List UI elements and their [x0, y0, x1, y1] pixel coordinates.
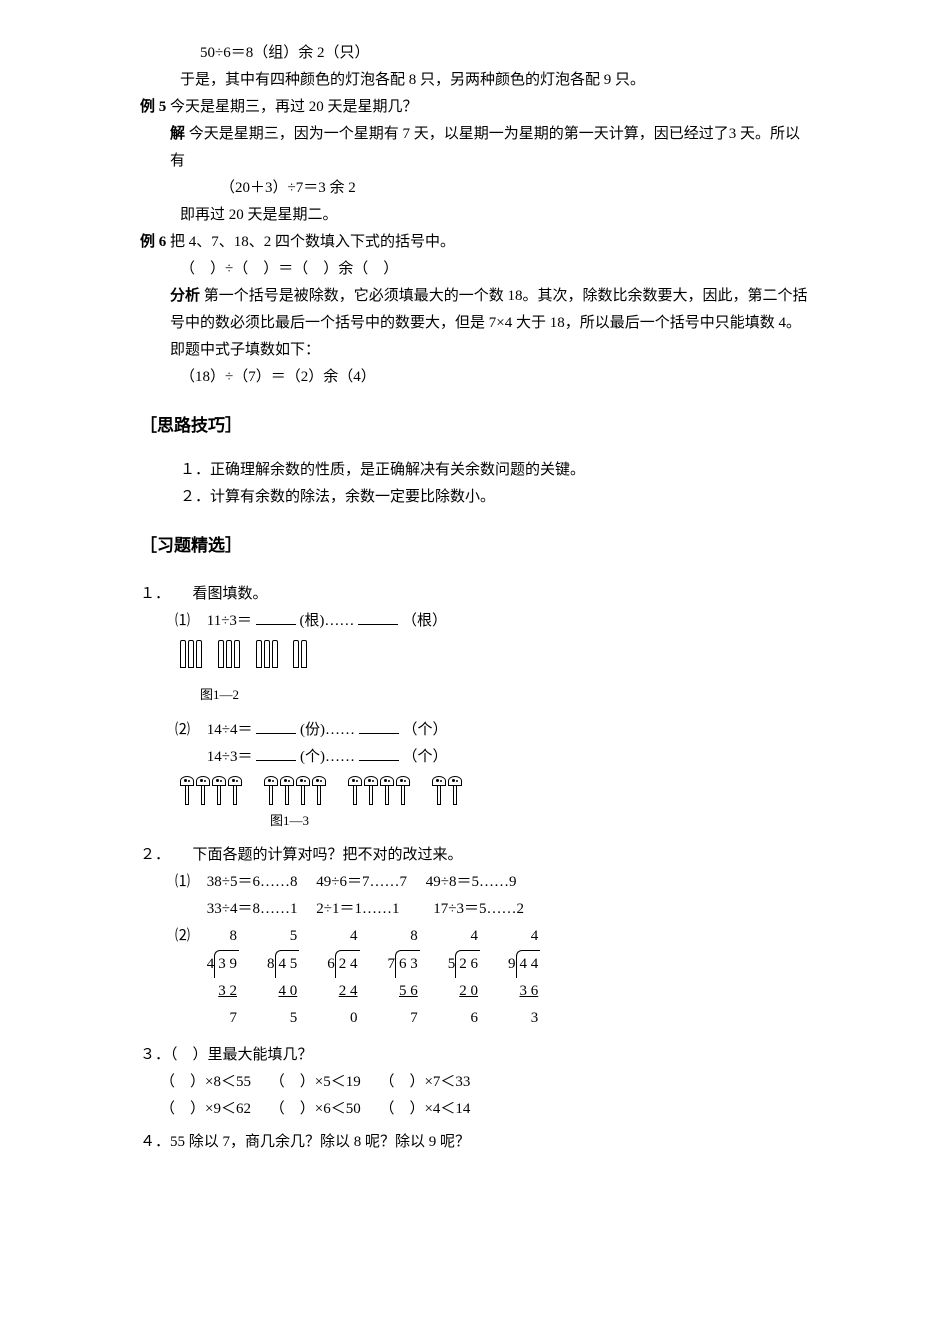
- q2-p2-label: ⑵: [175, 923, 203, 950]
- long-division-5: 494 43 63: [508, 923, 540, 1032]
- mushroom-icon: [348, 776, 362, 804]
- q1-p2-blank3[interactable]: [256, 747, 296, 761]
- q2-title: ２． 下面各题的计算对吗？把不对的改过来。: [140, 842, 810, 869]
- ex5-sol-label: 解: [170, 126, 185, 142]
- q1-p1-unit1: (根)……: [299, 613, 354, 629]
- sticks-figure: [180, 640, 810, 678]
- ex6-question: 把 4、7、18、2 四个数填入下式的括号中。: [170, 234, 455, 250]
- exercise-title: ［习题精选］: [140, 531, 810, 562]
- q1-p2-expr1: 14÷4＝: [207, 722, 253, 738]
- q2-p1-row1: ⑴ 38÷5＝6……8 49÷6＝7……7 49÷8＝5……9: [175, 869, 810, 896]
- q1-p2-unit1: (份)……: [300, 722, 355, 738]
- mushroom-icon: [380, 776, 394, 804]
- example-6-header: 例 6 把 4、7、18、2 四个数填入下式的括号中。: [140, 229, 810, 256]
- ex5-solution: 解 今天是星期三，因为一个星期有 7 天，以星期一为星期的第一天计算，因已经过了…: [170, 121, 810, 175]
- q1-p1-unit2: （根）: [402, 613, 447, 629]
- q1-p1-blank2[interactable]: [358, 611, 398, 625]
- q1-p2b: 14÷3＝ (个)…… （个）: [175, 744, 810, 771]
- long-division-3: 876 35 67: [388, 923, 420, 1032]
- q1-p2a: ⑵ 14÷4＝ (份)…… （个）: [175, 717, 810, 744]
- ex6-analysis: 分析 第一个括号是被除数，它必须填最大的一个数 18。其次，除数比余数要大，因此…: [170, 283, 810, 364]
- mushroom-icon: [196, 776, 210, 804]
- q1-p2-unit4: （个）: [402, 749, 447, 765]
- ex5-question: 今天是星期三，再过 20 天是星期几？: [170, 99, 418, 115]
- q3-title: ３．（ ）里最大能填几？: [140, 1042, 810, 1069]
- q1-p2-unit3: (个)……: [300, 749, 355, 765]
- q2-p1-item-0: 38÷5＝6……8: [207, 874, 298, 890]
- mushroom-icon: [212, 776, 226, 804]
- q1-p1-blank1[interactable]: [256, 611, 296, 625]
- q3-r2-2: （ ）×4＜14: [379, 1101, 470, 1117]
- q2-p1-item-4: 2÷1＝1……1: [316, 901, 399, 917]
- q2-p1-item-1: 49÷6＝7……7: [316, 874, 407, 890]
- mushroom-icon: [296, 776, 310, 804]
- ex6-label: 例 6: [140, 234, 166, 250]
- skill-title: ［思路技巧］: [140, 411, 810, 442]
- mushroom-icon: [312, 776, 326, 804]
- q2-p1-item-3: 33÷4＝8……1: [207, 901, 298, 917]
- mushroom-icon: [264, 776, 278, 804]
- ex6-analysis-text: 第一个括号是被除数，它必须填最大的一个数 18。其次，除数比余数要大，因此，第二…: [170, 288, 808, 358]
- ex5-label: 例 5: [140, 99, 166, 115]
- skill-1: １．正确理解余数的性质，是正确解决有关余数问题的关键。: [180, 457, 810, 484]
- long-division-4: 452 62 06: [448, 923, 480, 1032]
- q1-p2-expr2: 14÷3＝: [207, 749, 253, 765]
- ex6-analysis-label: 分析: [170, 288, 200, 304]
- q3-row1: （ ）×8＜55 （ ）×5＜19 （ ）×7＜33: [160, 1069, 810, 1096]
- q2-p1-item-2: 49÷8＝5……9: [426, 874, 517, 890]
- mushroom-icon: [396, 776, 410, 804]
- q1-p1-label: ⑴: [175, 608, 203, 635]
- mushroom-icon: [180, 776, 194, 804]
- mushroom-icon: [432, 776, 446, 804]
- q1-title: １． 看图填数。: [140, 581, 810, 608]
- q3-r1-2: （ ）×7＜33: [379, 1074, 470, 1090]
- q2-p1-item-5: 17÷3＝5……2: [433, 901, 524, 917]
- q4-title: ４．55 除以 7，商几余几？除以 8 呢？除以 9 呢？: [140, 1129, 810, 1156]
- q2-p1-label: ⑴: [175, 869, 203, 896]
- ex5-sol-line1: 今天是星期三，因为一个星期有 7 天，以星期一为星期的第一天计算，因已经过了3 …: [170, 126, 800, 169]
- q3-r1-1: （ ）×5＜19: [270, 1074, 361, 1090]
- q2-p1-row2: 33÷4＝8……1 2÷1＝1……1 17÷3＝5……2: [175, 896, 810, 923]
- q1-p2-blank2[interactable]: [359, 720, 399, 734]
- q1-p2-unit2: （个）: [402, 722, 447, 738]
- mushroom-icon: [448, 776, 462, 804]
- intro-calc: 50÷6＝8（组）余 2（只）: [200, 40, 810, 67]
- example-5: 例 5 今天是星期三，再过 20 天是星期几？: [140, 94, 810, 121]
- q1-p2-blank4[interactable]: [359, 747, 399, 761]
- long-division-2: 462 42 40: [327, 923, 359, 1032]
- mushroom-icon: [280, 776, 294, 804]
- q1-p2-blank1[interactable]: [256, 720, 296, 734]
- q1-p1: ⑴ 11÷3＝ (根)…… （根）: [175, 608, 810, 635]
- ex6-equation: （ ）÷（ ）＝（ ）余（ ）: [180, 256, 810, 283]
- q3-r2-0: （ ）×9＜62: [160, 1101, 251, 1117]
- ex5-sol-conclusion: 即再过 20 天是星期二。: [180, 202, 810, 229]
- q1-p1-expr: 11÷3＝: [207, 613, 252, 629]
- q1-p2-label: ⑵: [175, 717, 203, 744]
- long-division-0: 843 93 27: [207, 923, 239, 1032]
- long-division-group: 843 93 27584 54 05462 42 40876 35 67452 …: [207, 928, 569, 944]
- q3-r1-0: （ ）×8＜55: [160, 1074, 251, 1090]
- skill-2: ２．计算有余数的除法，余数一定要比除数小。: [180, 484, 810, 511]
- mushrooms-figure: [180, 776, 810, 804]
- q2-p2: ⑵ 843 93 27584 54 05462 42 40876 35 6745…: [175, 923, 810, 1032]
- mushroom-icon: [364, 776, 378, 804]
- long-division-1: 584 54 05: [267, 923, 299, 1032]
- ex6-result: （18）÷（7）＝（2）余（4）: [180, 364, 810, 391]
- q3-row2: （ ）×9＜62 （ ）×6＜50 （ ）×4＜14: [160, 1096, 810, 1123]
- ex5-sol-calc: （20＋3）÷7＝3 余 2: [220, 175, 810, 202]
- mushroom-icon: [228, 776, 242, 804]
- intro-conclusion: 于是，其中有四种颜色的灯泡各配 8 只，另两种颜色的灯泡各配 9 只。: [180, 67, 810, 94]
- fig1-label: 图1—2: [200, 683, 810, 706]
- q3-r2-1: （ ）×6＜50: [270, 1101, 361, 1117]
- fig2-label: 图1—3: [270, 809, 810, 832]
